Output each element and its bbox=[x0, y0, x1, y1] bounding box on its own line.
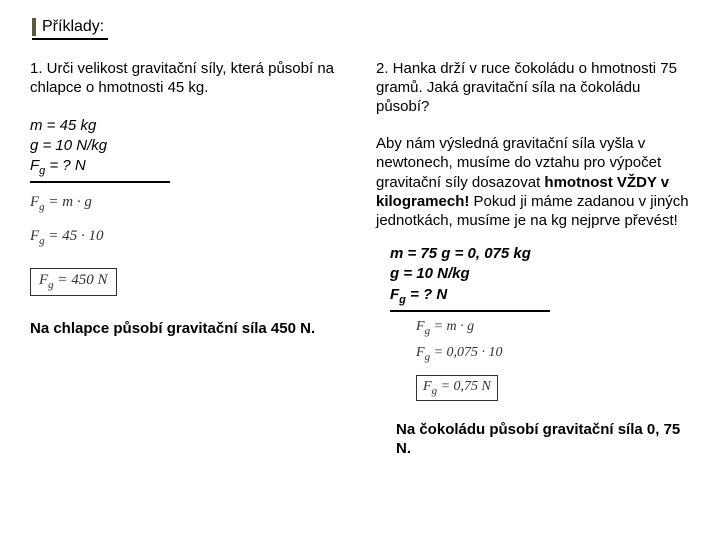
given-2-separator bbox=[390, 310, 550, 312]
formula-1-1: Fg = m · g bbox=[30, 193, 340, 215]
left-column: 1. Urči velikost gravitační síly, která … bbox=[30, 60, 340, 459]
formula-rhs: = 0,075 · 10 bbox=[430, 345, 502, 360]
fg-pre: F bbox=[390, 286, 399, 303]
fg-post: = ? N bbox=[406, 286, 447, 303]
formula-rhs: = 450 N bbox=[54, 272, 108, 288]
fg-sub: g bbox=[399, 294, 406, 306]
problem-1: 1. Urči velikost gravitační síly, která … bbox=[30, 60, 340, 98]
problem-2: 2. Hanka drží v ruce čokoládu o hmotnost… bbox=[376, 60, 690, 116]
given-2-g: g = 10 N/kg bbox=[390, 264, 690, 284]
fg-post: = ? N bbox=[45, 157, 85, 174]
fg-pre: F bbox=[30, 157, 39, 174]
title-box: Příklady: bbox=[32, 18, 108, 40]
given-1: m = 45 kg g = 10 N/kg Fg = ? N bbox=[30, 116, 340, 179]
formula-rhs: = m · g bbox=[45, 194, 92, 210]
formulas-1: Fg = m · g Fg = 45 · 10 Fg = 450 N bbox=[30, 193, 340, 308]
given-1-fg: Fg = ? N bbox=[30, 156, 340, 179]
formula-2-result: Fg = 0,75 N bbox=[416, 375, 498, 402]
formula-lhs: F bbox=[30, 228, 39, 244]
answer-2: Na čokoládu působí gravitační síla 0, 75… bbox=[396, 421, 690, 459]
given-1-g: g = 10 N/kg bbox=[30, 136, 340, 156]
formula-1-result: Fg = 450 N bbox=[30, 268, 117, 296]
answer-1: Na chlapce působí gravitační síla 450 N. bbox=[30, 320, 340, 339]
title: Příklady: bbox=[32, 18, 104, 36]
formula-lhs: F bbox=[30, 194, 39, 210]
columns: 1. Urči velikost gravitační síly, která … bbox=[30, 60, 690, 459]
given-1-separator bbox=[30, 181, 170, 183]
formula-lhs: F bbox=[416, 345, 425, 360]
given-2-g-text: g = 10 N/kg bbox=[390, 265, 470, 282]
page: Příklady: 1. Urči velikost gravitační sí… bbox=[0, 0, 720, 540]
formula-rhs: = 45 · 10 bbox=[45, 228, 104, 244]
formula-rhs: = m · g bbox=[430, 319, 474, 334]
formulas-2: Fg = m · g Fg = 0,075 · 10 Fg = 0,75 N bbox=[416, 318, 690, 408]
given-2: m = 75 g = 0, 075 kg g = 10 N/kg Fg = ? … bbox=[390, 244, 690, 307]
right-column: 2. Hanka drží v ruce čokoládu o hmotnost… bbox=[376, 60, 690, 459]
formula-lhs: F bbox=[39, 272, 48, 288]
given-2-fg: Fg = ? N bbox=[390, 285, 690, 308]
formula-lhs: F bbox=[423, 379, 432, 394]
given-2-m: m = 75 g = 0, 075 kg bbox=[390, 244, 690, 264]
formula-rhs: = 0,75 N bbox=[437, 379, 491, 394]
note-2: Aby nám výsledná gravitační síla vyšla v… bbox=[376, 134, 690, 230]
formula-1-2: Fg = 45 · 10 bbox=[30, 227, 340, 249]
formula-lhs: F bbox=[416, 319, 425, 334]
formula-2-1: Fg = m · g bbox=[416, 318, 690, 339]
given-2-m-text: m = 75 g = 0, 075 kg bbox=[390, 245, 531, 262]
formula-2-2: Fg = 0,075 · 10 bbox=[416, 344, 690, 365]
given-1-m: m = 45 kg bbox=[30, 116, 340, 136]
